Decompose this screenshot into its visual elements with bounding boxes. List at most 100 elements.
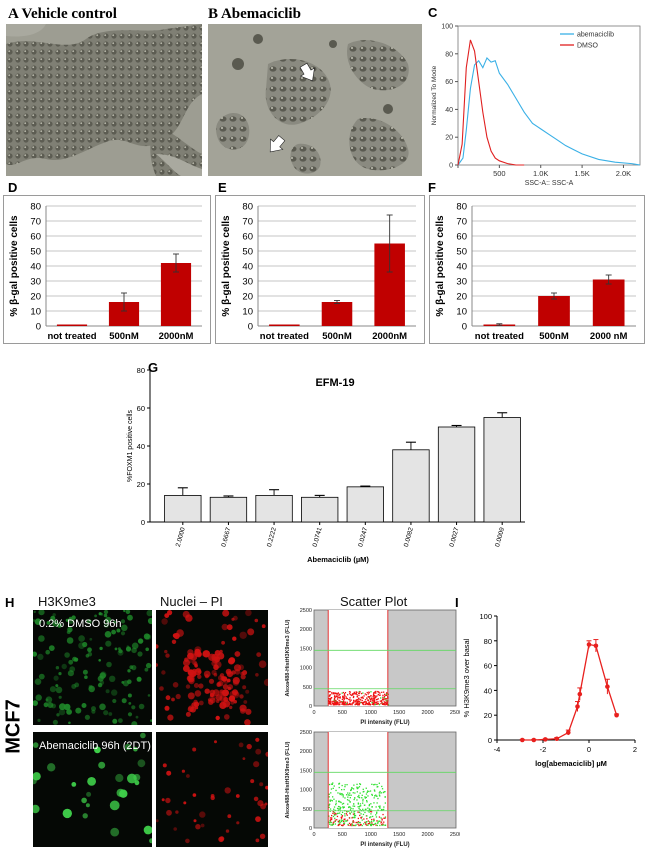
data-point	[349, 801, 351, 803]
nucleus-spot	[159, 686, 164, 691]
bar	[592, 279, 625, 326]
nucleus-spot	[103, 710, 109, 716]
data-point	[386, 700, 388, 702]
data-point	[340, 816, 342, 819]
data-point	[374, 822, 377, 825]
y-tick-label: 500	[303, 685, 312, 691]
data-point	[339, 793, 341, 796]
data-point	[367, 795, 369, 797]
nucleus-spot	[161, 618, 168, 625]
nucleus-spot	[198, 683, 204, 689]
data-point	[377, 809, 379, 811]
data-point	[354, 703, 356, 706]
data-point	[351, 824, 353, 827]
data-point	[334, 696, 336, 698]
data-point	[383, 699, 385, 701]
data-point	[368, 703, 370, 706]
y-tick-label: 0	[309, 704, 312, 710]
nucleus-spot	[227, 686, 231, 691]
data-point	[329, 701, 331, 703]
data-point	[329, 691, 331, 693]
nucleus-spot	[113, 620, 116, 624]
data-point	[351, 817, 353, 819]
y-tick-label: 100	[479, 612, 492, 621]
data-point	[339, 822, 341, 824]
data-point	[385, 700, 387, 702]
data-point	[359, 823, 362, 826]
nucleus-spot	[156, 819, 159, 823]
nucleus-spot	[84, 714, 90, 720]
data-point	[342, 696, 344, 698]
data-point	[350, 694, 352, 696]
data-point	[346, 701, 348, 703]
data-point	[348, 698, 350, 701]
nucleus-spot	[58, 695, 62, 699]
data-point	[331, 818, 333, 820]
data-point	[332, 700, 334, 702]
data-point	[373, 818, 375, 820]
nucleus-spot	[45, 649, 50, 655]
data-point	[383, 691, 385, 693]
nucleus-spot	[91, 706, 96, 712]
data-point	[351, 703, 353, 705]
data-point	[358, 796, 360, 798]
x-tick-label: 500nM	[322, 331, 352, 342]
x-axis-label: log[abemaciclib] µM	[535, 759, 607, 768]
nucleus-spot	[263, 678, 268, 686]
data-point	[383, 806, 385, 808]
data-point	[375, 814, 377, 816]
data-point	[357, 701, 359, 703]
data-point	[353, 811, 355, 813]
nucleus-spot	[59, 703, 66, 711]
data-point	[328, 821, 330, 823]
nucleus-spot	[56, 713, 60, 717]
x-tick-label: 0	[312, 710, 315, 716]
data-point	[343, 818, 345, 820]
data-point	[375, 690, 377, 693]
data-point	[352, 816, 354, 819]
data-point	[333, 700, 335, 702]
data-point	[357, 796, 359, 798]
nucleus-spot	[224, 714, 230, 720]
data-point	[334, 693, 336, 695]
data-point	[365, 822, 367, 824]
y-tick-label: 80	[242, 202, 253, 213]
data-point	[332, 692, 335, 694]
data-point	[383, 821, 385, 823]
x-tick-label: 1.5K	[574, 169, 589, 178]
data-point	[354, 701, 356, 703]
data-point	[382, 813, 384, 816]
nucleus-spot	[125, 646, 132, 652]
y-tick-label: 60	[242, 232, 253, 243]
panel-a-label: A Vehicle control	[8, 6, 117, 22]
nucleus-spot	[61, 663, 67, 670]
data-point	[346, 784, 348, 786]
x-tick-label: 0.0247	[357, 526, 369, 547]
beta-gal-chart-f: 0 10 20 30 40 50 60 70 80 % β-gal positive cells n…	[429, 195, 645, 344]
data-point	[350, 794, 352, 796]
data-point	[384, 693, 386, 695]
y-tick-label: 20	[30, 292, 41, 303]
data-point	[366, 698, 368, 700]
nucleus-spot	[38, 635, 45, 642]
data-point	[346, 819, 349, 821]
nucleus-spot	[250, 779, 255, 784]
data-point	[359, 701, 361, 703]
nucleus-spot	[143, 633, 150, 640]
data-point	[339, 697, 341, 699]
data-point	[348, 810, 350, 812]
nucleus-spot	[47, 763, 56, 772]
data-point	[369, 697, 371, 699]
panel-i-label: I	[455, 595, 459, 610]
data-point	[371, 823, 373, 825]
data-point	[333, 698, 336, 700]
y-tick-label: 2500	[300, 730, 312, 736]
data-point	[341, 815, 344, 817]
nucleus-spot	[194, 690, 202, 697]
nucleus-spot	[245, 689, 250, 694]
data-point	[334, 692, 336, 694]
nucleus-spot	[172, 682, 179, 688]
data-point	[363, 790, 365, 793]
data-point	[345, 697, 347, 700]
background	[156, 732, 268, 847]
